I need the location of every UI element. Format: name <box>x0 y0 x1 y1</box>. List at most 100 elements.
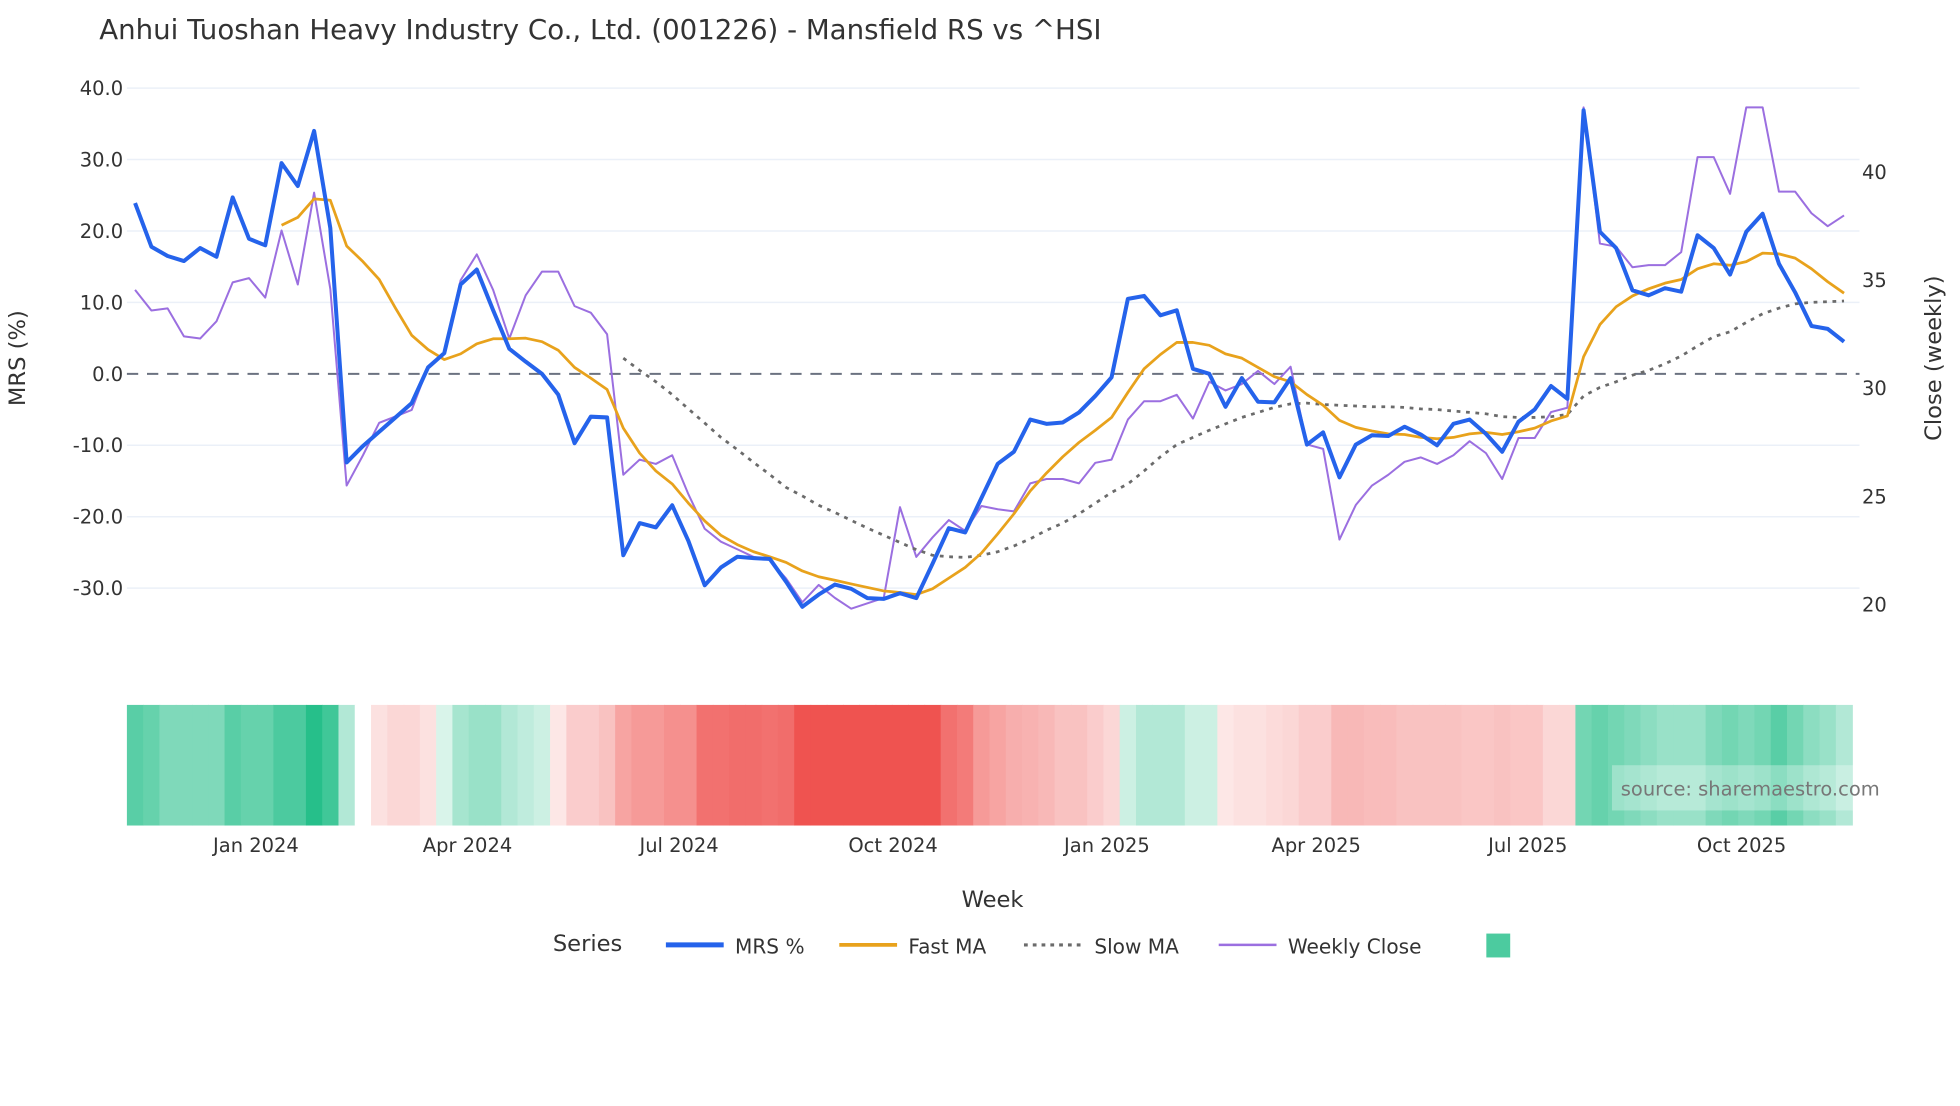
heatmap-cell <box>1282 704 1300 826</box>
heatmap-cell <box>1217 704 1235 826</box>
heatmap-cell <box>1803 704 1821 826</box>
watermark-text: source: sharemaestro.com <box>1621 777 1880 800</box>
heatmap-cell <box>354 704 372 826</box>
heatmap-cell <box>403 704 421 826</box>
legend-item-fast-ma[interactable]: Fast MA <box>839 935 986 959</box>
heatmap-cell <box>1721 704 1739 826</box>
heatmap-cell <box>126 704 144 826</box>
heatmap-cell <box>696 704 714 826</box>
heatmap-cell <box>615 704 633 826</box>
x-tick-label: Apr 2024 <box>423 834 512 857</box>
heatmap-cell <box>777 704 795 826</box>
heatmap-cell <box>940 704 958 826</box>
y-tick-label: 10.0 <box>80 291 123 314</box>
heatmap-cell <box>761 704 779 826</box>
heatmap-cell <box>159 704 177 826</box>
heatmap-cell <box>1233 704 1251 826</box>
heatmap-cell <box>192 704 210 826</box>
heatmap-cell <box>1428 704 1446 826</box>
heatmap-cell <box>387 704 405 826</box>
legend-title: Series <box>553 931 623 957</box>
heatmap-cell <box>419 704 437 826</box>
heatmap-cell <box>1038 704 1056 826</box>
series-line-fast-ma <box>280 197 1845 596</box>
heatmap-cell <box>322 704 340 826</box>
series-lines <box>133 106 1846 610</box>
y-tick-label: -10.0 <box>73 434 123 457</box>
heatmap-cell <box>550 704 568 826</box>
heatmap-cell <box>224 704 242 826</box>
y-tick-label: 30.0 <box>80 148 123 171</box>
heatmap-cell <box>973 704 991 826</box>
heatmap-cell <box>843 704 861 826</box>
heatmap-cell <box>680 704 698 826</box>
heatmap-cell <box>1673 704 1691 826</box>
heatmap-cell <box>989 704 1007 826</box>
heatmap-cell <box>1640 704 1658 826</box>
chart-title: Anhui Tuoshan Heavy Industry Co., Ltd. (… <box>99 13 1101 46</box>
legend-label-slow-ma: Slow MA <box>1094 935 1179 959</box>
heatmap-cell <box>794 704 812 826</box>
heatmap-cell <box>1103 704 1121 826</box>
heatmap-cell <box>240 704 258 826</box>
heatmap-cell <box>468 704 486 826</box>
heatmap-cell <box>305 704 323 826</box>
y-tick-label: -20.0 <box>73 506 123 529</box>
heatmap-cell <box>663 704 682 826</box>
heatmap-cell <box>338 704 356 826</box>
legend-label-mrs: MRS % <box>735 935 805 959</box>
heatmap-cell <box>1266 704 1284 826</box>
heatmap-cell <box>1380 704 1398 826</box>
heatmap-cell <box>1526 704 1544 826</box>
y-tick-label: -30.0 <box>73 577 123 600</box>
legend-swatch-heatmap[interactable] <box>1486 933 1511 958</box>
heatmap-cell <box>371 704 389 826</box>
x-tick-label: Oct 2025 <box>1697 834 1786 857</box>
y-tick-label: 20.0 <box>80 220 123 243</box>
heatmap-cell <box>452 704 470 826</box>
heatmap-cell <box>273 704 291 826</box>
x-tick-label: Apr 2025 <box>1272 834 1361 857</box>
heatmap-cell <box>631 704 649 826</box>
heatmap-cell <box>647 704 665 826</box>
legend-item-mrs[interactable]: MRS % <box>665 935 805 959</box>
heatmap-cell <box>1754 704 1772 826</box>
y-axis-title: MRS (%) <box>5 310 31 406</box>
y2-tick-label: 40 <box>1862 161 1887 184</box>
legend-item-weekly-close[interactable]: Weekly Close <box>1218 935 1422 959</box>
heatmap-cell <box>1119 704 1137 826</box>
heatmap-cell <box>1412 704 1430 826</box>
heatmap-cell <box>1575 704 1593 826</box>
heatmap-cell <box>1494 704 1512 826</box>
heatmap-cell <box>956 704 974 826</box>
heatmap-cell <box>501 704 519 826</box>
y2-tick-label: 25 <box>1862 485 1887 508</box>
heatmap-cell <box>1510 704 1528 826</box>
heatmap-cell <box>712 704 730 826</box>
heatmap-cell <box>1445 704 1463 826</box>
heatmap-cell <box>143 704 161 826</box>
heatmap-cell <box>1542 704 1560 826</box>
heatmap-cell <box>745 704 763 826</box>
heatmap-cell <box>810 704 828 826</box>
heatmap-cell <box>1152 704 1170 826</box>
heatmap-cell <box>1591 704 1609 826</box>
heatmap-cell <box>1835 704 1853 826</box>
heatmap-cell <box>1396 704 1414 826</box>
legend-label-weekly-close: Weekly Close <box>1288 935 1422 959</box>
watermark-box <box>1611 765 1864 811</box>
heatmap-cell <box>1201 704 1219 826</box>
legend-item-slow-ma[interactable]: Slow MA <box>1023 935 1179 959</box>
x-axis-title: Week <box>962 887 1025 913</box>
y2-tick-label: 35 <box>1862 269 1887 292</box>
heatmap-cell <box>1005 704 1023 826</box>
x-tick-label: Jul 2025 <box>1487 834 1567 857</box>
heatmap-cell <box>859 704 877 826</box>
heatmap-cell <box>1477 704 1495 826</box>
heatmap-cell <box>1559 704 1577 826</box>
heatmap-cell <box>891 704 909 826</box>
gridlines <box>126 87 1860 589</box>
heatmap-strip <box>126 704 1853 826</box>
heatmap-cell <box>1770 704 1788 826</box>
